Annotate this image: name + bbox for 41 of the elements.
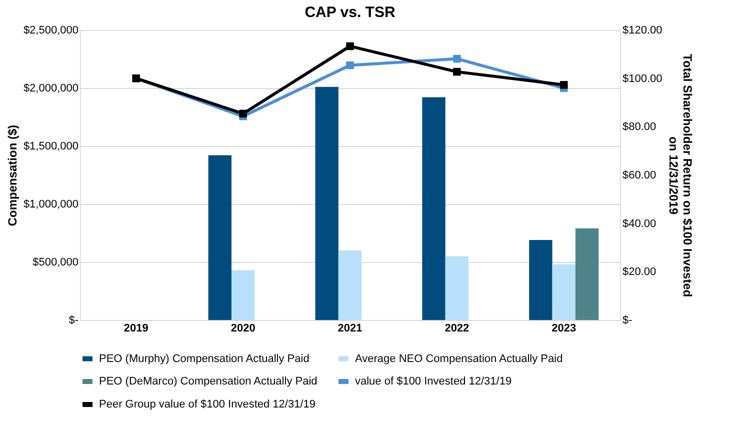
bar: [445, 256, 469, 320]
bar: [315, 86, 338, 320]
y2-tick-label: $80.00: [622, 121, 656, 134]
x-tick-label: 2019: [124, 322, 148, 334]
y-tick-label: $1,500,000: [23, 140, 78, 152]
bar: [529, 240, 552, 320]
legend-label: Average NEO Compensation Actually Paid: [355, 352, 563, 365]
bar: [575, 228, 599, 320]
y-tick-label: $2,000,000: [23, 82, 78, 94]
y2-tick-label: $20.00: [622, 266, 656, 278]
x-tick-label: 2022: [444, 322, 470, 334]
y2-tick-label: $-: [622, 314, 633, 326]
point: [453, 54, 461, 63]
point: [453, 68, 461, 76]
bar: [422, 97, 446, 320]
y2-tick-label: $120.00: [622, 24, 662, 36]
bar: [552, 264, 576, 320]
x-tick-label: 2021: [338, 322, 362, 334]
y2-axis-title: Total Shareholder Return on $100 Invested on 12/31/2019: [666, 54, 694, 298]
bar: [338, 250, 362, 320]
legend-label: value of $100 Invested 12/31/19: [355, 376, 512, 388]
x-tick-label: 2020: [230, 322, 256, 334]
point: [560, 80, 568, 89]
y2-tick-label: $60.00: [622, 170, 656, 182]
bar: [208, 155, 232, 320]
chart-title: CAP vs. TSR: [304, 4, 396, 21]
y-tick-label: $-: [68, 314, 79, 326]
y-axis-title: Compensation ($): [5, 124, 20, 226]
point: [239, 110, 247, 118]
y-tick-label: $2,500,000: [23, 24, 78, 36]
x-tick-label: 2023: [552, 322, 576, 334]
y-tick-label: $1,000,000: [23, 198, 78, 210]
point: [346, 42, 354, 50]
bar: [231, 270, 255, 320]
legend-label: PEO (DeMarco) Compensation Actually Paid: [99, 376, 318, 388]
legend-label: PEO (Murphy) Compensation Actually Paid: [99, 352, 310, 365]
point: [346, 61, 354, 70]
y2-tick-label: $100.00: [622, 72, 662, 85]
legend-label: Peer Group value of $100 Invested 12/31/19: [99, 398, 316, 410]
y-tick-label: $500,000: [32, 256, 78, 268]
y2-tick-label: $40.00: [622, 218, 656, 230]
